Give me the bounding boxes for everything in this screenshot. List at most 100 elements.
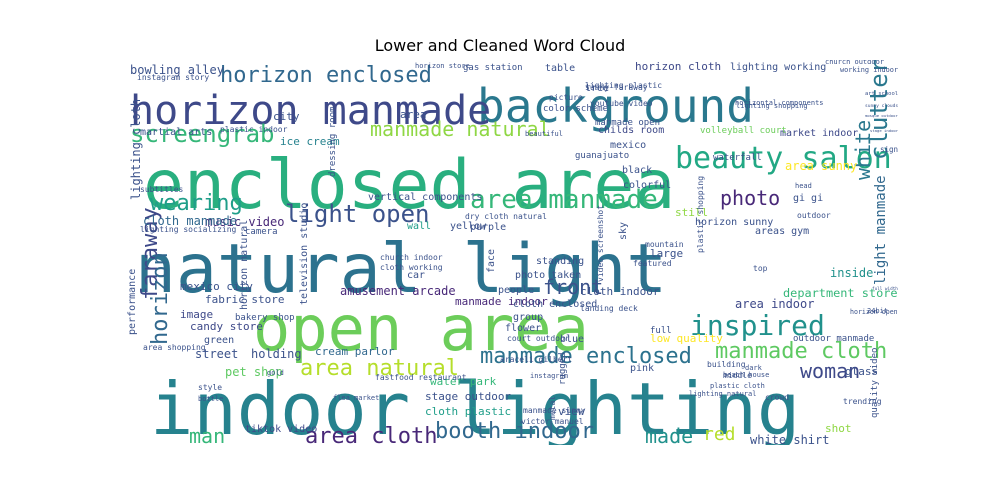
word-holding: holding bbox=[251, 347, 302, 361]
word-area-cloth: area cloth bbox=[305, 424, 437, 445]
word-childs-room: childs room bbox=[598, 125, 664, 136]
word-white-shirt: white shirt bbox=[750, 433, 829, 445]
word-tree: tree bbox=[585, 83, 609, 94]
word-araceli-gilbert: araceli gilbert bbox=[500, 355, 572, 364]
word-made: made bbox=[645, 424, 693, 445]
word-horizon-cloth: horizon cloth bbox=[635, 60, 721, 73]
word-flea-market: flea market bbox=[333, 394, 379, 402]
word-lighting-cloth: lighting cloth bbox=[129, 99, 143, 200]
word-sunny-faraway: sunny faraway bbox=[585, 83, 648, 92]
word-dark: dark bbox=[745, 364, 763, 372]
word-blue: blue bbox=[560, 334, 584, 345]
word-bottle: bottle bbox=[198, 395, 223, 403]
word-beautiful: beautiful bbox=[525, 130, 563, 138]
word-plastic-shopping: plastic shopping bbox=[696, 176, 705, 253]
word-ice-cream: ice cream bbox=[280, 135, 340, 148]
word-manmade-indoor: manmade indoor bbox=[455, 295, 548, 308]
word-group: group bbox=[513, 312, 543, 323]
word-vertical-components: vertical components bbox=[368, 192, 482, 203]
word-area-sunny: area sunny bbox=[785, 159, 857, 173]
word-dressing-room: dressing room bbox=[328, 107, 338, 177]
word-sign: sign bbox=[880, 145, 898, 154]
word-quality-video: quality video bbox=[870, 348, 880, 418]
word-church-outdoor: church outdoor bbox=[825, 60, 884, 66]
word-faraway: faraway bbox=[138, 207, 163, 300]
word-inside: inside bbox=[830, 266, 873, 280]
word-plastic-cloth: plastic cloth bbox=[710, 382, 765, 390]
word-red: red bbox=[703, 424, 736, 445]
word-people: people bbox=[498, 285, 534, 296]
word-fastfood-restaurant: fastfood restaurant bbox=[375, 373, 467, 382]
word-cloth-working: cloth working bbox=[380, 263, 443, 272]
word-rugged: rugged bbox=[558, 352, 568, 385]
word-market-indoor: market indoor bbox=[780, 128, 858, 139]
word-crowd: crowd bbox=[765, 393, 789, 402]
word-area: area bbox=[400, 108, 427, 121]
word-glass: glass bbox=[845, 365, 878, 378]
chart-title: Lower and Cleaned Word Cloud bbox=[374, 36, 626, 55]
word-light-manmade: light manmade bbox=[873, 175, 889, 285]
word-large: large bbox=[650, 247, 683, 260]
word-gi-gi: gi gi bbox=[793, 193, 823, 204]
word-table: table bbox=[545, 63, 575, 74]
word-light-open: light open bbox=[285, 200, 430, 228]
word-yellow: yellow bbox=[450, 221, 487, 232]
word-open-area: open area bbox=[253, 292, 589, 365]
word-cloth-plastic: cloth plastic bbox=[425, 405, 511, 418]
word-photo: photo bbox=[720, 186, 780, 210]
word-victor-manuel: victor manuel bbox=[521, 417, 584, 426]
word-shot: shot bbox=[825, 422, 852, 435]
word-man: man bbox=[189, 424, 225, 445]
word-cloth-enclosed: cloth enclosed bbox=[513, 299, 597, 310]
word-horizon-manmade: horizon manmade bbox=[130, 88, 491, 134]
word-tiktok-video: tiktok video bbox=[245, 424, 317, 435]
word-lighting-working: lighting working bbox=[730, 62, 826, 73]
word-colorful: colorful bbox=[623, 180, 671, 191]
word-full: full bbox=[650, 326, 672, 336]
word-manmade-enclosed: manmade enclosed bbox=[480, 344, 692, 369]
word-standing: standing bbox=[536, 256, 584, 267]
word-city: city bbox=[273, 110, 300, 123]
word-still: still bbox=[675, 206, 708, 219]
word-mexico: mexico bbox=[610, 140, 646, 151]
word-church-indoor: church indoor bbox=[380, 253, 443, 262]
word-amusement-arcade: amusement arcade bbox=[340, 284, 456, 298]
word-white: white bbox=[851, 120, 875, 180]
word-art-school: art school bbox=[865, 91, 898, 97]
word-wall: wall bbox=[407, 221, 431, 232]
word-image: image bbox=[180, 308, 213, 321]
word-guanajuato: guanajuato bbox=[575, 151, 629, 161]
word-top: top bbox=[753, 264, 768, 273]
word-outdoor: outdoor bbox=[797, 211, 831, 220]
word-pink: pink bbox=[630, 363, 654, 374]
word-manmade-sunny: manmade sunny bbox=[523, 406, 586, 415]
word-black: black bbox=[622, 165, 652, 176]
word-front: front bbox=[543, 275, 603, 299]
word-mountain: mountain bbox=[645, 240, 684, 249]
word-featured: featured bbox=[633, 259, 672, 268]
word-enclosed-area: enclosed area bbox=[143, 146, 675, 225]
word-cloth-manmade: cloth manmade bbox=[143, 214, 237, 228]
word-horizon-open: horizon open bbox=[850, 308, 898, 316]
word-candy-store: candy store bbox=[190, 320, 263, 333]
word-area-shopping: area shopping bbox=[143, 343, 206, 352]
word-sunny-clouds: sunny clouds bbox=[865, 103, 898, 109]
word-manmade-open: manmade open bbox=[595, 118, 660, 128]
word-bakery-shop: bakery shop bbox=[235, 313, 295, 323]
word-area-natural: area natural bbox=[300, 356, 459, 381]
word-style: style bbox=[198, 383, 222, 392]
word-working-indoor: working indoor bbox=[840, 66, 898, 74]
word-cluttered-space: cluttered space bbox=[865, 60, 893, 160]
word-manmade-cloth: manmade cloth bbox=[715, 339, 887, 364]
word-street: street bbox=[195, 347, 238, 361]
word-natural-light: natural light bbox=[135, 230, 667, 309]
word-gas-station: gas station bbox=[463, 63, 523, 73]
word-color-scheme: color scheme bbox=[543, 104, 608, 114]
word-24bit: 24bit bbox=[867, 307, 888, 315]
word-building: building bbox=[707, 360, 746, 369]
word-trending: trending bbox=[843, 397, 882, 406]
word-beauty-salon: beauty salon bbox=[675, 141, 892, 176]
word-head: head bbox=[795, 182, 812, 190]
word-low-quality: low quality bbox=[650, 332, 723, 345]
word-water-park: water park bbox=[430, 375, 497, 388]
